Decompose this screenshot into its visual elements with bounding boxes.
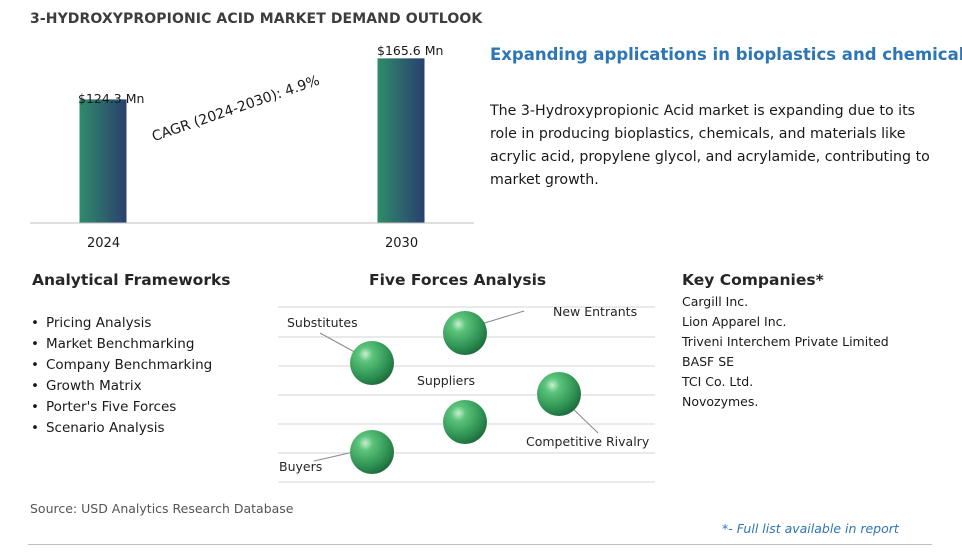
companies-title: Key Companies* <box>682 271 824 289</box>
x-tick-label-2030: 2030 <box>385 236 419 251</box>
sphere-suppliers <box>443 400 487 444</box>
bar-value-label-2024: $124.3 Mn <box>78 91 145 106</box>
description-text: The 3-Hydroxypropionic Acid market is ex… <box>490 103 930 188</box>
company-item: Lion Apparel Inc. <box>682 314 787 329</box>
framework-item: Company Benchmarking <box>31 355 212 376</box>
company-item: TCI Co. Ltd. <box>682 374 754 389</box>
sphere-new-entrants <box>443 311 487 355</box>
connector-new-entrants <box>477 310 525 326</box>
framework-item: Growth Matrix <box>31 376 212 397</box>
five-forces-title: Five Forces Analysis <box>369 271 547 289</box>
sphere-buyers <box>350 430 394 474</box>
framework-item: Scenario Analysis <box>31 418 212 439</box>
bar-2024 <box>79 99 127 223</box>
headline: Expanding applications in bioplastics an… <box>490 45 962 64</box>
force-label-substitutes: Substitutes <box>287 315 358 330</box>
footnote: *- Full list available in report <box>722 521 899 536</box>
company-item: Cargill Inc. <box>682 294 749 309</box>
force-label-suppliers: Suppliers <box>417 373 476 388</box>
bottom-divider <box>28 544 932 545</box>
bar-2030 <box>377 58 425 224</box>
force-label-competitive-rivalry: Competitive Rivalry <box>526 434 650 449</box>
bar-chart <box>30 58 474 224</box>
page-title: 3-HYDROXYPROPIONIC ACID MARKET DEMAND OU… <box>30 11 483 27</box>
sphere-competitive-rivalry <box>537 372 581 416</box>
framework-item: Pricing Analysis <box>31 313 212 334</box>
frameworks-list: Pricing Analysis Market Benchmarking Com… <box>31 313 212 439</box>
x-tick-label-2024: 2024 <box>87 236 121 251</box>
frameworks-title: Analytical Frameworks <box>32 271 231 289</box>
framework-item: Porter's Five Forces <box>31 397 212 418</box>
company-item: BASF SE <box>682 354 735 369</box>
company-item: Novozymes. <box>682 394 759 409</box>
force-label-buyers: Buyers <box>279 459 323 474</box>
companies-list: Cargill Inc. Lion Apparel Inc. Triveni I… <box>682 292 889 412</box>
connector-substitutes <box>319 332 361 356</box>
company-item: Triveni Interchem Private Limited <box>682 334 889 349</box>
force-label-new-entrants: New Entrants <box>553 304 638 319</box>
sphere-substitutes <box>350 341 394 385</box>
bar-value-label-2030: $165.6 Mn <box>377 43 444 58</box>
framework-item: Market Benchmarking <box>31 334 212 355</box>
source-note: Source: USD Analytics Research Database <box>30 501 294 516</box>
